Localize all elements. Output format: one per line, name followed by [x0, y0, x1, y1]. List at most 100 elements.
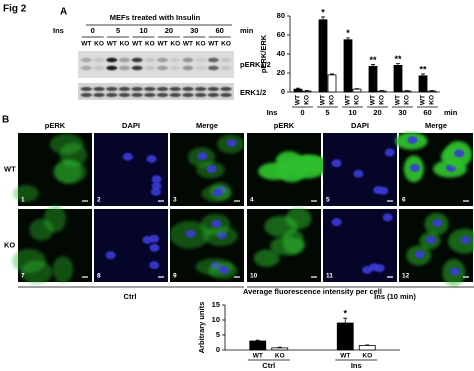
nucleus: [150, 187, 161, 196]
nucleus: [149, 243, 160, 252]
blot-band: [118, 93, 131, 97]
x-tick-label: Ctrl: [262, 361, 275, 370]
blot-band: [93, 65, 105, 71]
micrograph: [323, 133, 397, 206]
nucleus: [146, 154, 157, 163]
blot-band: [144, 93, 156, 97]
cell: [285, 207, 312, 230]
image-number: 6: [402, 197, 406, 204]
blot-band: [182, 65, 194, 71]
bar: [368, 65, 378, 93]
blot-band: [195, 57, 207, 63]
genotype-label: KO: [170, 41, 180, 48]
blot-band: [169, 57, 181, 63]
bar: [271, 347, 289, 351]
blot-band: [194, 87, 207, 91]
ins-label: Ins: [53, 26, 64, 35]
significance: **: [394, 54, 402, 64]
nucleus: [378, 186, 389, 195]
blot-band: [182, 93, 194, 97]
blot-band: [169, 87, 182, 91]
image-number: 10: [250, 273, 258, 280]
error-bar: [343, 317, 348, 323]
bar: [352, 88, 362, 93]
bar: [249, 340, 267, 351]
blot-band: [93, 57, 105, 63]
error-bar: [330, 73, 334, 75]
blot-band: [195, 65, 207, 71]
nucleus: [353, 169, 364, 178]
blot-band: [220, 57, 232, 63]
y-tick-label: 0: [216, 345, 220, 354]
blot-band: [182, 57, 194, 63]
blot-band: [207, 57, 219, 63]
time-label: 0: [91, 26, 95, 35]
blot-band: [80, 65, 92, 71]
x-tick-label: 10: [348, 108, 356, 117]
error-bar: [365, 344, 370, 346]
time-label: 60: [216, 26, 224, 35]
blot-label: pERK1/2: [240, 60, 271, 69]
genotype-label: KO: [196, 41, 206, 48]
nucleus: [449, 267, 460, 276]
chart-title: Average fluorescence intensity per cell: [243, 287, 382, 296]
series-label: WT: [253, 353, 263, 360]
genotype-label: WT: [107, 41, 117, 48]
nucleus: [409, 163, 420, 172]
error-bar: [396, 63, 400, 66]
x-tick-label: 60: [423, 108, 431, 117]
y-axis-label: Arbitrary units: [197, 302, 206, 354]
blot-band: [131, 93, 143, 97]
nucleus: [151, 182, 162, 191]
blot-band: [131, 57, 143, 63]
cell: [12, 248, 47, 273]
nucleus: [226, 139, 237, 148]
series-label: WT: [320, 95, 327, 105]
blot-band: [207, 65, 219, 71]
nucleus: [414, 250, 425, 259]
cell: [52, 160, 87, 184]
blot-band: [80, 87, 93, 91]
condition-label: Ctrl: [124, 292, 137, 301]
image-number: 8: [97, 273, 101, 280]
blot-band: [220, 93, 232, 97]
genotype-label: KO: [145, 41, 155, 48]
micrographs: 1 2 3 4 5 67 8 9 10 11 12: [12, 132, 474, 287]
bar: [427, 90, 437, 93]
series-label: WT: [420, 95, 427, 105]
significance: *: [343, 309, 347, 319]
series-label: KO: [329, 95, 336, 105]
bar: [318, 19, 328, 93]
error-bar: [277, 346, 282, 348]
nucleus: [206, 165, 217, 174]
series-label: WT: [395, 95, 402, 105]
genotype-label: KO: [94, 41, 104, 48]
time-label: 5: [116, 26, 120, 35]
cell: [253, 249, 280, 267]
blot-band: [169, 93, 182, 97]
image-number: 1: [21, 197, 25, 204]
blot-band: [105, 93, 118, 97]
y-tick-label: 20: [277, 68, 285, 77]
nucleus: [407, 136, 418, 145]
bar: [358, 345, 376, 351]
cell: [52, 256, 74, 283]
genotype-label: WT: [132, 41, 142, 48]
nucleus: [218, 265, 229, 274]
x-tick-label: 0: [300, 108, 304, 117]
image-number: 4: [250, 197, 254, 204]
blot-band: [80, 93, 93, 97]
western-blot: [78, 51, 234, 100]
series-label: KO: [404, 95, 411, 105]
time-label: 10: [139, 26, 147, 35]
nucleus: [185, 229, 196, 238]
error-bar: [371, 64, 375, 67]
series-label: WT: [295, 95, 302, 105]
panel-label: B: [2, 115, 9, 126]
series-label: KO: [354, 95, 361, 105]
column-label: Merge: [425, 121, 447, 130]
blot-band: [106, 57, 118, 63]
column-label: Merge: [196, 121, 218, 130]
error-bar: [346, 37, 350, 40]
nucleus: [384, 148, 395, 157]
